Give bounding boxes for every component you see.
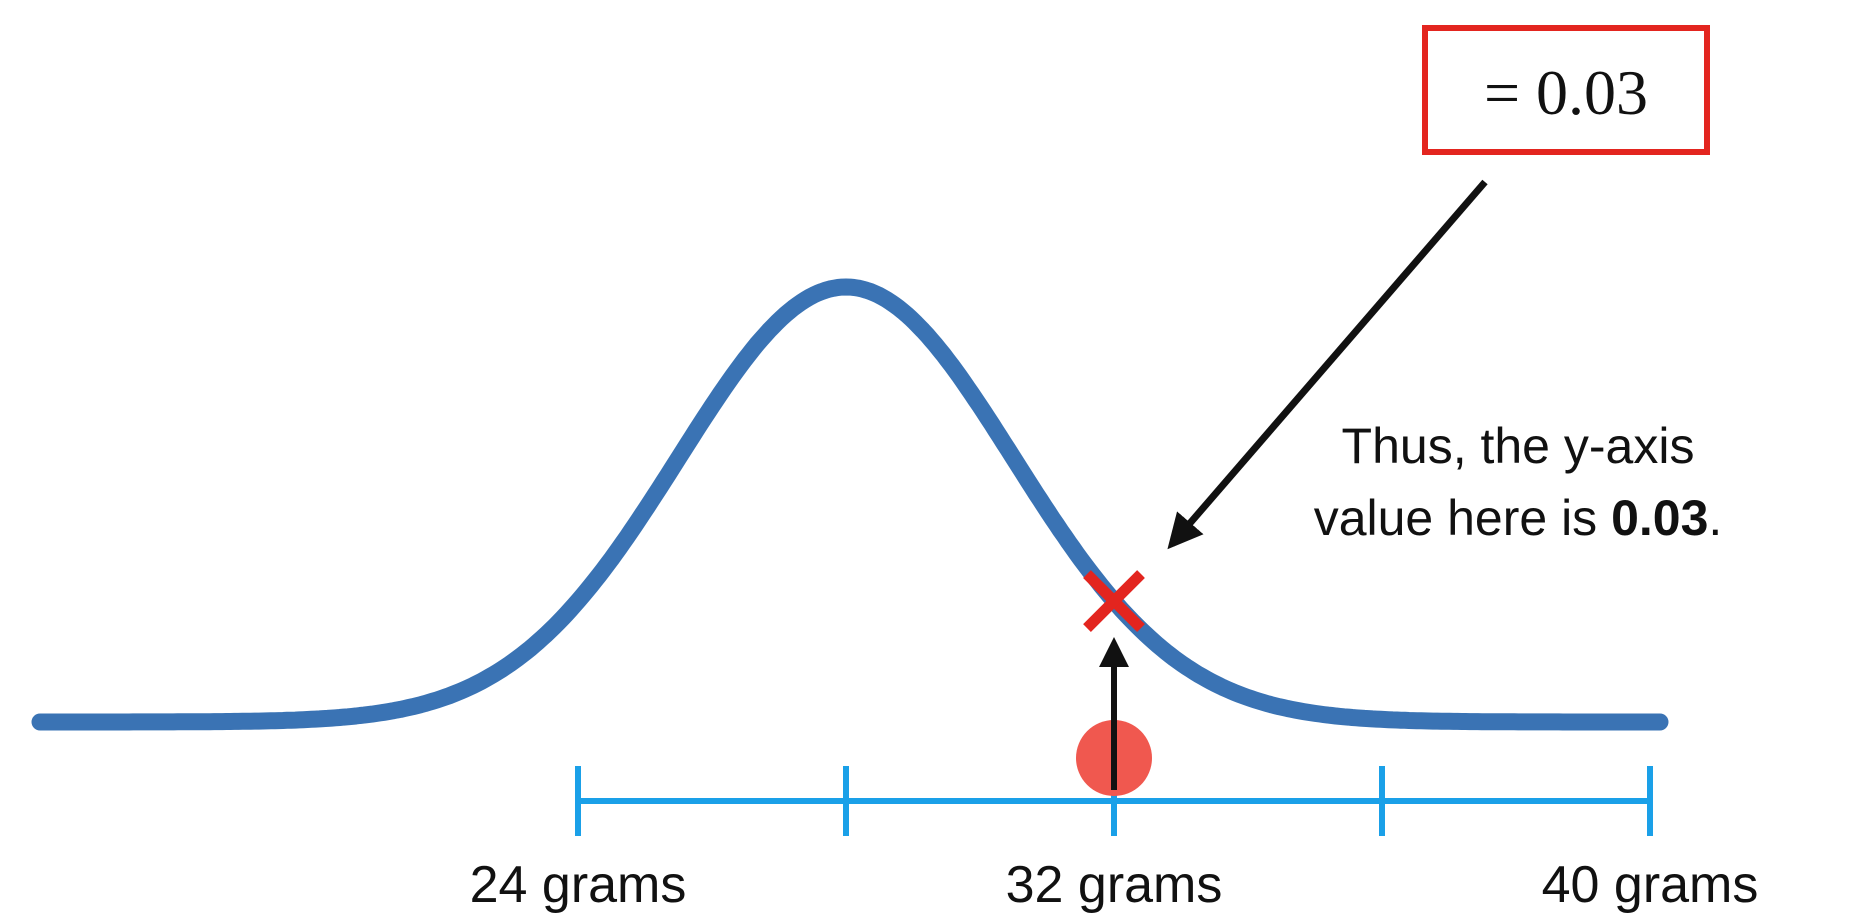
x-axis-tick-label: 32 grams (1006, 856, 1223, 914)
annotation-value: 0.03 (1611, 490, 1708, 546)
x-axis-tick-label: 24 grams (470, 856, 687, 914)
curve-marker-x-icon (1083, 570, 1145, 632)
x-axis-tick-labels: 24 grams 32 grams 40 grams (470, 856, 1759, 914)
value-callout-text: = 0.03 (1484, 57, 1648, 128)
pointer-arrow (1167, 179, 1488, 550)
annotation-line-2-text: value here is (1314, 490, 1611, 546)
annotation-period: . (1708, 490, 1722, 546)
annotation-line-2: value here is 0.03. (1314, 490, 1723, 546)
value-callout-box (1422, 25, 1710, 155)
x-axis: 24 grams 32 grams 40 grams (470, 766, 1759, 914)
density-curve (31, 278, 1669, 731)
annotation-line-1: Thus, the y-axis (1342, 418, 1695, 474)
x-axis-tick-label: 40 grams (1542, 856, 1759, 914)
